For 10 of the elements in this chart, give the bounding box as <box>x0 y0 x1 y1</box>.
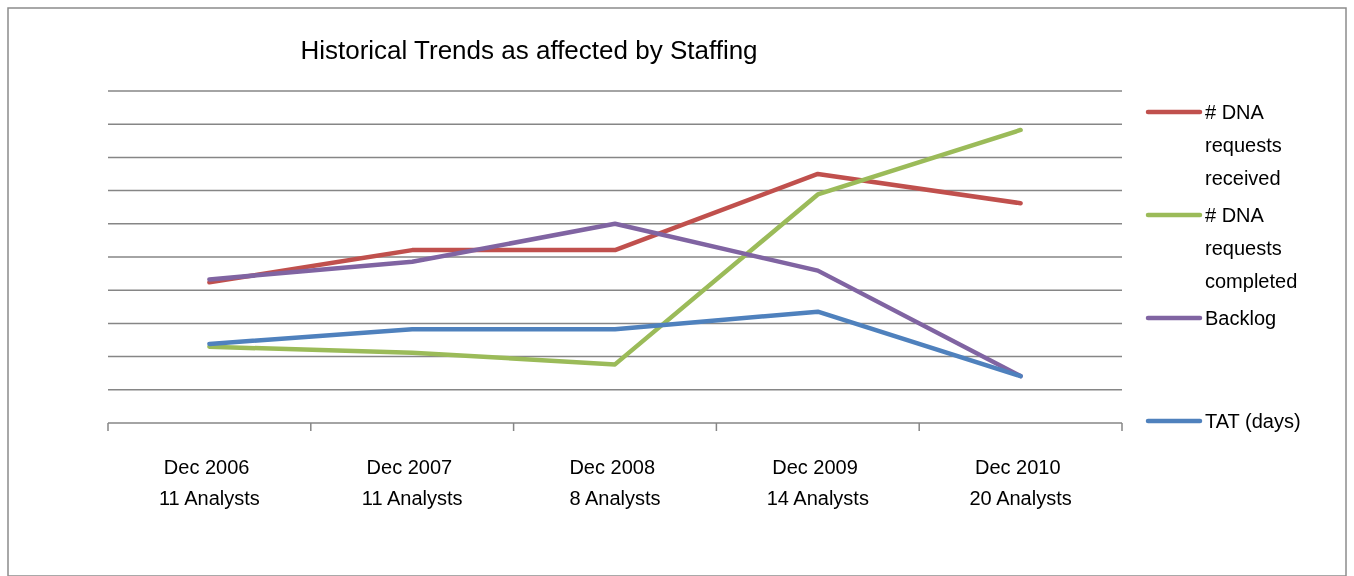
legend-label: TAT (days) <box>1205 410 1301 432</box>
x-tick-label: Dec 2007 11 Analysts <box>361 456 463 509</box>
chart-title: Historical Trends as affected by Staffing <box>300 35 758 65</box>
legend-label: # DNA requests completed <box>1205 204 1298 292</box>
x-tick-label: Dec 2010 20 Analysts <box>969 456 1072 509</box>
legend-label: Backlog <box>1205 307 1277 329</box>
legend-label: # DNA requests received <box>1205 101 1288 189</box>
x-tick-label: Dec 2006 11 Analysts <box>158 456 260 509</box>
x-tick-label: Dec 2009 14 Analysts <box>766 456 869 509</box>
x-tick-label: Dec 2008 8 Analysts <box>569 456 661 509</box>
